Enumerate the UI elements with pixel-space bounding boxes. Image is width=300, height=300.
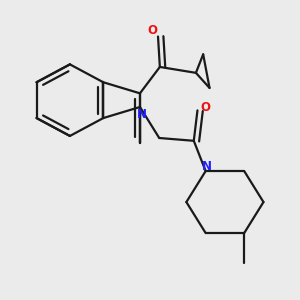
Text: O: O: [147, 24, 157, 37]
Text: N: N: [137, 108, 147, 121]
Text: N: N: [202, 160, 212, 173]
Text: O: O: [200, 101, 210, 114]
